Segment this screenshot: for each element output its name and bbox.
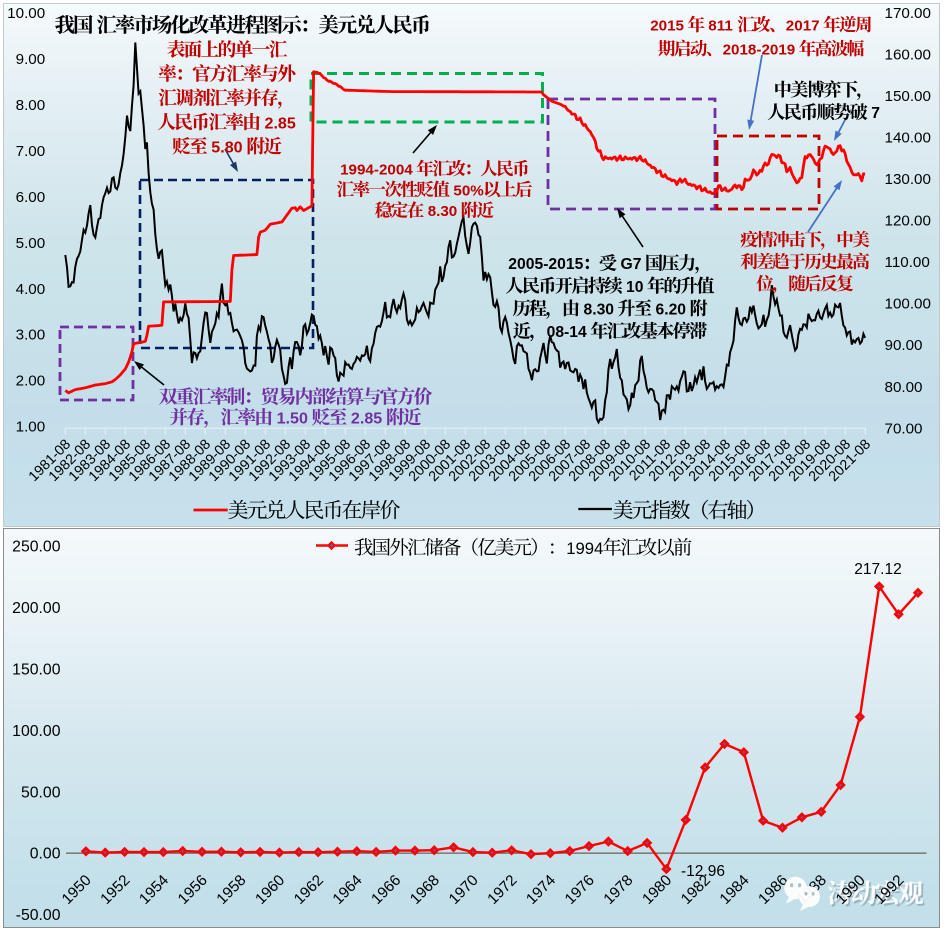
- svg-text:2.85: 2.85: [351, 409, 382, 427]
- svg-text:2017: 2017: [786, 18, 820, 35]
- svg-text:8.30: 8.30: [584, 301, 615, 318]
- svg-text:5.00: 5.00: [16, 235, 46, 252]
- svg-text:1994: 1994: [566, 539, 603, 558]
- svg-text:250.00: 250.00: [12, 539, 61, 556]
- svg-text:0.00: 0.00: [30, 846, 61, 863]
- svg-text:1964: 1964: [330, 871, 366, 907]
- svg-text:140.00: 140.00: [885, 129, 931, 146]
- svg-text:170.00: 170.00: [885, 5, 931, 22]
- svg-text:1974: 1974: [523, 871, 559, 907]
- svg-text:8.00: 8.00: [16, 97, 46, 114]
- svg-text:2015: 2015: [650, 18, 684, 35]
- svg-text:1994-2004: 1994-2004: [340, 162, 413, 179]
- svg-text:3.00: 3.00: [16, 327, 46, 344]
- svg-text:2.00: 2.00: [16, 373, 46, 390]
- svg-text:2018-2019: 2018-2019: [723, 42, 796, 59]
- svg-text:70.00: 70.00: [885, 420, 923, 437]
- svg-text:2005-2015: 2005-2015: [508, 256, 583, 273]
- svg-text:1950: 1950: [59, 872, 95, 908]
- svg-text:-50.00: -50.00: [16, 907, 61, 924]
- svg-text:10.00: 10.00: [7, 5, 45, 22]
- svg-text:1972: 1972: [484, 872, 520, 908]
- svg-text:1966: 1966: [368, 872, 404, 908]
- svg-text:50%: 50%: [453, 182, 484, 199]
- svg-text:150.00: 150.00: [885, 88, 931, 105]
- svg-text:150.00: 150.00: [12, 661, 61, 678]
- svg-text:1978: 1978: [600, 872, 636, 908]
- svg-text:110.00: 110.00: [885, 254, 930, 271]
- svg-text:1952: 1952: [97, 872, 133, 908]
- svg-text:7: 7: [871, 105, 880, 122]
- svg-text:1980: 1980: [639, 872, 675, 908]
- svg-text:120.00: 120.00: [885, 213, 931, 230]
- svg-text:1960: 1960: [252, 872, 288, 908]
- svg-text:8.30: 8.30: [428, 203, 458, 220]
- svg-text:90.00: 90.00: [885, 337, 923, 354]
- svg-text:217.12: 217.12: [854, 561, 901, 578]
- svg-text:1962: 1962: [291, 872, 327, 908]
- svg-text:200.00: 200.00: [12, 600, 61, 617]
- svg-text:G7: G7: [621, 256, 642, 273]
- svg-text:1976: 1976: [562, 872, 598, 908]
- svg-text:1.00: 1.00: [16, 419, 46, 436]
- svg-text:7.00: 7.00: [16, 143, 46, 160]
- svg-text:80.00: 80.00: [885, 379, 923, 396]
- svg-text:-12.96: -12.96: [681, 863, 725, 880]
- svg-text:1968: 1968: [407, 872, 443, 908]
- svg-text:100.00: 100.00: [12, 723, 61, 740]
- svg-text:1958: 1958: [213, 872, 249, 908]
- svg-text:1970: 1970: [446, 872, 482, 908]
- svg-text:4.00: 4.00: [16, 281, 46, 298]
- svg-text:2.85: 2.85: [265, 114, 296, 132]
- svg-text:160.00: 160.00: [885, 46, 931, 63]
- svg-text:10: 10: [626, 279, 644, 296]
- svg-text:9.00: 9.00: [16, 51, 46, 68]
- svg-text:6.20: 6.20: [656, 301, 687, 318]
- svg-text:1954: 1954: [136, 871, 172, 907]
- svg-text:5.80: 5.80: [211, 139, 242, 157]
- svg-text:08-14: 08-14: [547, 324, 587, 341]
- svg-text:6.00: 6.00: [16, 189, 46, 206]
- svg-text:811: 811: [708, 18, 733, 35]
- svg-text:50.00: 50.00: [21, 784, 61, 801]
- svg-text:1956: 1956: [175, 872, 211, 908]
- svg-text:1.50: 1.50: [277, 409, 308, 427]
- svg-text:130.00: 130.00: [885, 171, 931, 188]
- svg-text:100.00: 100.00: [885, 296, 931, 313]
